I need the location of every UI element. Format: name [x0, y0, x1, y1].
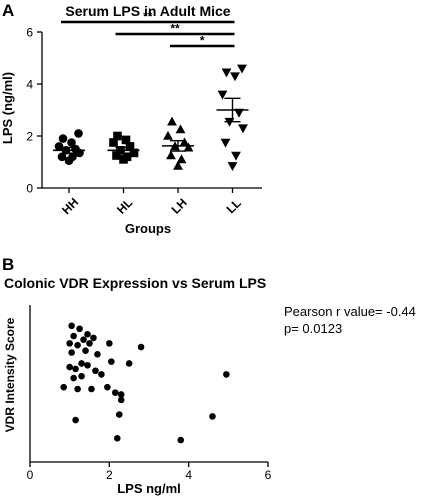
significance-label: ** — [170, 22, 180, 36]
data-point — [66, 363, 73, 371]
panel-b-letter: B — [2, 255, 14, 274]
x-tick-label: 6 — [265, 468, 272, 482]
data-point — [78, 372, 85, 380]
data-point — [86, 340, 93, 347]
data-point — [230, 72, 240, 82]
data-point — [98, 371, 105, 378]
data-point — [175, 124, 186, 134]
data-point — [109, 138, 118, 147]
data-point — [54, 142, 64, 151]
data-point — [104, 383, 111, 391]
data-point — [179, 137, 190, 147]
data-point — [57, 152, 67, 162]
x-tick-label: LH — [169, 196, 190, 217]
pearson-annotation: Pearson r value= -0.44 — [284, 304, 416, 319]
data-point — [78, 360, 85, 367]
data-point — [74, 341, 81, 349]
data-point — [234, 108, 244, 118]
data-point — [66, 340, 73, 347]
data-point — [223, 371, 230, 378]
data-point — [68, 322, 75, 330]
x-tick-label: HH — [59, 195, 81, 217]
data-point — [106, 340, 113, 347]
data-point — [74, 129, 83, 138]
data-point — [72, 365, 79, 373]
data-point — [237, 64, 247, 74]
data-point — [111, 389, 119, 396]
data-point — [117, 396, 125, 404]
data-point — [221, 68, 232, 78]
data-point — [88, 385, 95, 393]
data-point — [220, 138, 231, 148]
data-point — [209, 413, 216, 420]
data-point — [92, 367, 99, 375]
data-point — [90, 334, 97, 342]
data-point — [74, 385, 81, 393]
data-point — [84, 361, 91, 369]
significance-label: * — [200, 34, 205, 48]
panel-b-xlabel: LPS ng/ml — [117, 481, 181, 496]
data-point — [121, 135, 131, 145]
data-point — [113, 434, 121, 442]
data-point — [70, 332, 77, 340]
data-point — [68, 152, 77, 162]
data-point — [166, 150, 176, 160]
data-point — [67, 138, 76, 147]
panel-a-ylabel: LPS (ng/ml) — [0, 72, 15, 144]
data-point — [125, 142, 135, 151]
x-tick-label: 2 — [106, 468, 113, 482]
panel-a-letter: A — [2, 1, 14, 20]
data-point — [163, 130, 173, 140]
panel-b-ylabel: VDR Intensity Score — [3, 317, 17, 432]
panel-b-title: Colonic VDR Expression vs Serum LPS — [4, 275, 266, 291]
panel-a-xlabel: Groups — [125, 221, 171, 236]
data-point — [58, 134, 68, 143]
data-point — [125, 360, 133, 367]
x-tick-label: LL — [224, 196, 244, 216]
data-point — [177, 436, 185, 444]
data-point — [227, 162, 238, 171]
data-point — [137, 343, 145, 351]
data-point — [173, 160, 183, 170]
data-point — [217, 90, 228, 100]
data-point — [108, 358, 115, 365]
data-point — [80, 336, 87, 344]
data-point — [113, 131, 122, 141]
data-point — [176, 154, 187, 164]
x-tick-label: HL — [114, 196, 135, 217]
data-point — [231, 151, 241, 161]
data-point — [68, 349, 75, 356]
panel-a-title: Serum LPS in Adult Mice — [65, 3, 230, 19]
data-point — [122, 152, 132, 162]
data-point — [129, 148, 139, 158]
y-tick-label: 4 — [26, 78, 33, 92]
data-point — [94, 351, 101, 358]
p-value-annotation: p= 0.0123 — [284, 321, 342, 336]
data-point — [72, 416, 79, 424]
data-point — [112, 151, 121, 160]
panel-b-chart: B Colonic VDR Expression vs Serum LPS VD… — [2, 255, 416, 496]
y-tick-label: 6 — [26, 26, 33, 40]
y-tick-label: 0 — [26, 182, 33, 196]
data-point — [82, 347, 89, 354]
data-point — [84, 330, 91, 338]
data-point — [70, 374, 77, 382]
data-point — [60, 383, 68, 391]
data-point — [115, 411, 123, 418]
data-point — [167, 116, 177, 126]
x-tick-label: 4 — [185, 468, 192, 482]
x-tick-label: 0 — [27, 468, 34, 482]
data-point — [238, 124, 248, 134]
data-point — [117, 391, 125, 398]
data-point — [183, 142, 194, 152]
panel-a-chart: A Serum LPS in Adult Mice LPS (ng/ml) Gr… — [0, 1, 262, 236]
data-point — [76, 325, 83, 333]
significance-label: ** — [143, 10, 153, 24]
y-tick-label: 2 — [26, 130, 33, 144]
